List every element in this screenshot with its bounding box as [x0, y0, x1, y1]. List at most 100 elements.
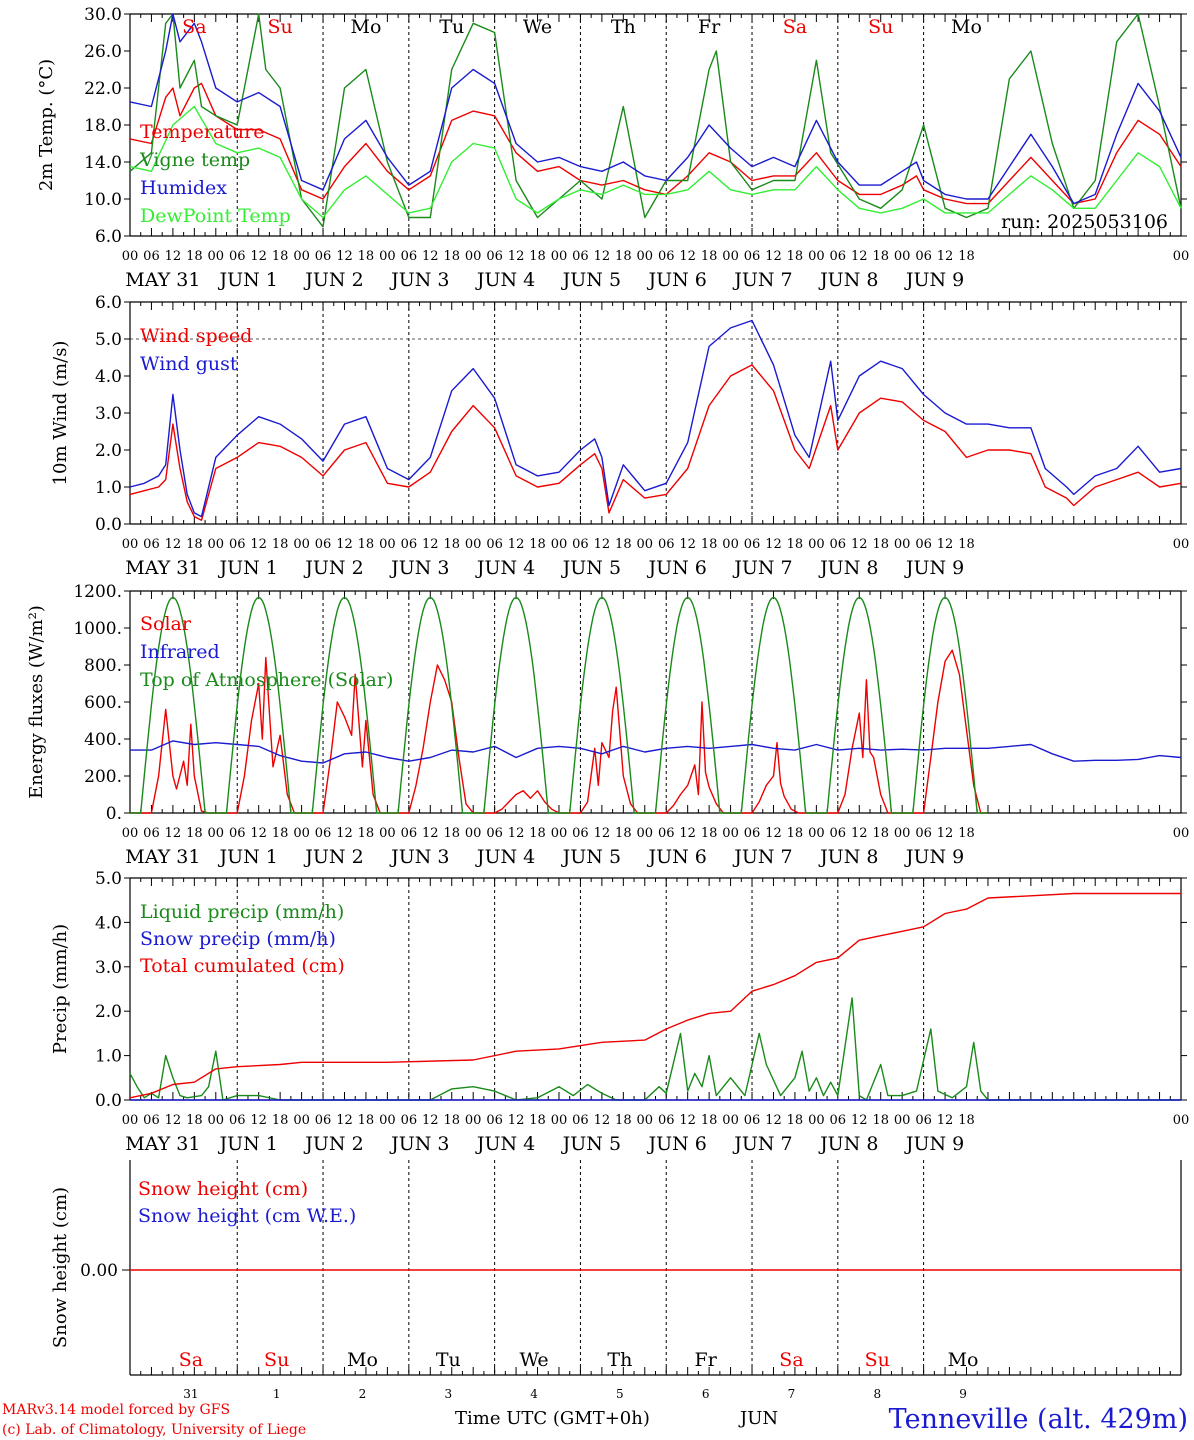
day-name-label: Sa — [783, 16, 807, 38]
date-label: JUN 8 — [818, 846, 878, 868]
legend-label: Snow height (cm) — [138, 1178, 308, 1200]
hour-tick-label: 00 — [894, 826, 911, 841]
model-credit: MARv3.14 model forced by GFS — [2, 1402, 230, 1418]
lab-credit: (c) Lab. of Climatology, University of L… — [2, 1422, 306, 1438]
hour-tick-label: 00 — [637, 826, 654, 841]
hour-tick-label: 00 — [1173, 537, 1190, 552]
date-label: JUN 5 — [561, 846, 621, 868]
date-label: JUN 8 — [818, 269, 878, 291]
hour-tick-label: 12 — [336, 249, 353, 264]
y-tick-label: 4.0 — [95, 913, 122, 933]
y-tick-label: 10.0 — [84, 190, 122, 210]
hour-tick-label: 06 — [572, 537, 589, 552]
legend-label: Snow precip (mm/h) — [140, 928, 336, 950]
legend-label: Snow height (cm W.E.) — [138, 1205, 356, 1227]
hour-tick-label: 00 — [293, 826, 310, 841]
hour-tick-label: 12 — [937, 249, 954, 264]
day-name-label: Fr — [695, 1349, 718, 1371]
legend-label: Wind gust — [140, 353, 238, 375]
hour-tick-label: 12 — [165, 537, 182, 552]
hour-tick-label: 00 — [208, 537, 225, 552]
hour-tick-label: 00 — [551, 537, 568, 552]
y-tick-label: 2.0 — [95, 441, 122, 461]
hour-tick-label: 18 — [186, 249, 203, 264]
hour-tick-label: 00 — [808, 537, 825, 552]
hour-tick-label: 06 — [229, 537, 246, 552]
hour-tick-label: 06 — [401, 1113, 418, 1128]
hour-tick-label: 00 — [208, 249, 225, 264]
y-tick-label: 0. — [106, 804, 122, 824]
hour-tick-label: 12 — [679, 1113, 696, 1128]
legend-label: Top of Atmosphere (Solar) — [140, 669, 393, 691]
series-line — [129, 364, 1182, 521]
hour-tick-label: 18 — [958, 826, 975, 841]
hour-tick-label: 18 — [443, 537, 460, 552]
day-name-label: Mo — [951, 16, 982, 38]
hour-tick-label: 06 — [658, 537, 675, 552]
day-number-label: 5 — [616, 1387, 624, 1401]
hour-tick-label: 00 — [465, 537, 482, 552]
hour-tick-label: 18 — [872, 826, 889, 841]
hour-tick-label: 06 — [143, 826, 160, 841]
date-label: JUN 4 — [475, 846, 535, 868]
hour-tick-label: 06 — [658, 249, 675, 264]
day-name-label: Su — [865, 1349, 890, 1371]
y-tick-label: 6.0 — [95, 293, 122, 313]
y-axis-label: Precip (mm/h) — [50, 924, 71, 1054]
legend-label: Liquid precip (mm/h) — [140, 901, 344, 923]
series-line — [129, 82, 1182, 205]
hour-tick-label: 18 — [186, 826, 203, 841]
series-line — [129, 13, 1182, 228]
hour-tick-label: 00 — [122, 1113, 139, 1128]
hour-tick-label: 06 — [915, 249, 932, 264]
hour-tick-label: 12 — [937, 826, 954, 841]
date-label: MAY 31 — [125, 557, 200, 579]
day-number-label: 2 — [359, 1387, 367, 1401]
day-number-label: 3 — [444, 1387, 452, 1401]
hour-tick-label: 06 — [401, 249, 418, 264]
hour-tick-label: 12 — [851, 537, 868, 552]
hour-tick-label: 18 — [958, 1113, 975, 1128]
hour-tick-label: 00 — [465, 1113, 482, 1128]
station-label: Tenneville (alt. 429m) — [889, 1404, 1188, 1435]
y-axis-label: 2m Temp. (°C) — [36, 59, 57, 191]
hour-tick-label: 00 — [379, 537, 396, 552]
hour-tick-label: 06 — [229, 249, 246, 264]
hour-tick-label: 18 — [443, 249, 460, 264]
day-name-label: Mo — [347, 1349, 378, 1371]
y-tick-label: 5.0 — [95, 869, 122, 889]
hour-tick-label: 00 — [1173, 1113, 1190, 1128]
hour-tick-label: 18 — [787, 826, 804, 841]
legend-label: Humidex — [140, 177, 227, 199]
y-axis-label: Snow height (cm) — [50, 1187, 71, 1348]
hour-tick-label: 18 — [358, 537, 375, 552]
hour-tick-label: 12 — [165, 1113, 182, 1128]
date-label: MAY 31 — [125, 269, 200, 291]
hour-tick-label: 06 — [572, 826, 589, 841]
hour-tick-label: 00 — [808, 249, 825, 264]
hour-tick-label: 06 — [229, 826, 246, 841]
hour-tick-label: 12 — [765, 537, 782, 552]
hour-tick-label: 12 — [937, 537, 954, 552]
hour-tick-label: 06 — [486, 537, 503, 552]
y-tick-label: 0.0 — [95, 515, 122, 535]
day-name-label: Sa — [779, 1349, 803, 1371]
y-tick-label: 2.0 — [95, 1002, 122, 1022]
hour-tick-label: 18 — [272, 249, 289, 264]
hour-tick-label: 12 — [250, 537, 267, 552]
hour-tick-label: 18 — [529, 249, 546, 264]
date-label: JUN 5 — [561, 1133, 621, 1155]
hour-tick-label: 00 — [208, 826, 225, 841]
hour-tick-label: 00 — [808, 1113, 825, 1128]
date-label: JUN 3 — [389, 846, 449, 868]
hour-tick-label: 12 — [336, 1113, 353, 1128]
date-label: JUN 4 — [475, 557, 535, 579]
y-tick-label: 5.0 — [95, 330, 122, 350]
hour-tick-label: 00 — [894, 537, 911, 552]
hour-tick-label: 18 — [529, 537, 546, 552]
hour-tick-label: 18 — [872, 1113, 889, 1128]
date-label: JUN 2 — [303, 269, 363, 291]
day-name-label: Mo — [948, 1349, 979, 1371]
date-label: JUN 7 — [732, 846, 792, 868]
date-label: JUN 4 — [475, 269, 535, 291]
